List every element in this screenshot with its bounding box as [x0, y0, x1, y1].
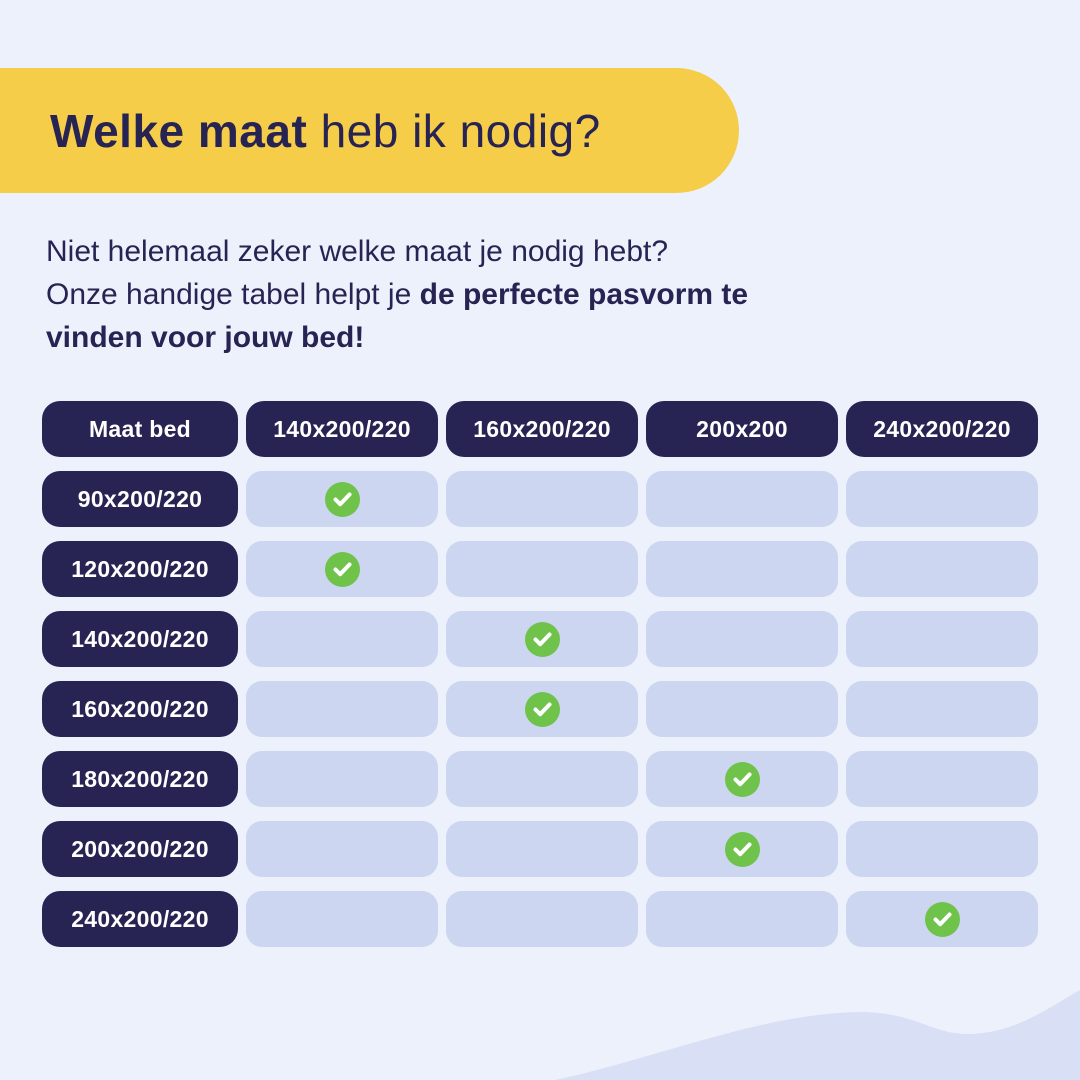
check-icon: [324, 481, 360, 517]
row-label-90x200/220: 90x200/220: [42, 471, 238, 527]
table-cell: [646, 821, 838, 877]
check-icon: [724, 831, 760, 867]
table-header-row: Maat bed 140x200/220 160x200/220 200x200 240…: [42, 401, 1038, 457]
check-icon: [924, 901, 960, 937]
table-cell: [846, 891, 1038, 947]
table-row: 160x200/220: [42, 681, 1038, 737]
table-row: 140x200/220: [42, 611, 1038, 667]
check-icon: [724, 761, 760, 797]
table-row: 200x200/220: [42, 821, 1038, 877]
table-cell: [646, 751, 838, 807]
intro-paragraph: Niet helemaal zeker welke maat je nodig …: [46, 230, 926, 359]
table-cell: [246, 821, 438, 877]
check-icon: [324, 551, 360, 587]
column-header-240x200/220: 240x200/220: [846, 401, 1038, 457]
table-cell: [446, 681, 638, 737]
check-icon: [524, 621, 560, 657]
table-cell: [246, 471, 438, 527]
table-cell: [446, 541, 638, 597]
table-cell: [246, 541, 438, 597]
column-header-maat-bed: Maat bed: [42, 401, 238, 457]
table-cell: [246, 681, 438, 737]
table-cell: [846, 611, 1038, 667]
table-cell: [446, 471, 638, 527]
row-label-140x200/220: 140x200/220: [42, 611, 238, 667]
page-title-regular: heb ik nodig?: [320, 104, 601, 157]
title-banner: Welke maat heb ik nodig?: [0, 68, 739, 193]
table-cell: [646, 471, 838, 527]
table-row: 240x200/220: [42, 891, 1038, 947]
table-row: 120x200/220: [42, 541, 1038, 597]
row-label-240x200/220: 240x200/220: [42, 891, 238, 947]
table-cell: [846, 821, 1038, 877]
check-icon: [524, 691, 560, 727]
table-cell: [846, 541, 1038, 597]
table-cell: [846, 681, 1038, 737]
bottom-wave-decoration: [555, 990, 1080, 1080]
intro-line2-bold: de perfecte pasvorm te: [419, 278, 749, 311]
row-label-180x200/220: 180x200/220: [42, 751, 238, 807]
table-cell: [646, 681, 838, 737]
intro-text: Niet helemaal zeker welke maat je nodig …: [46, 230, 926, 359]
intro-line2-regular: Onze handige tabel helpt je: [46, 278, 412, 311]
table-cell: [646, 541, 838, 597]
row-label-160x200/220: 160x200/220: [42, 681, 238, 737]
column-header-200x200: 200x200: [646, 401, 838, 457]
table-row: 180x200/220: [42, 751, 1038, 807]
table-cell: [246, 611, 438, 667]
size-compatibility-table: Maat bed 140x200/220 160x200/220 200x200 240…: [42, 401, 1038, 961]
table-cell: [246, 751, 438, 807]
table-cell: [246, 891, 438, 947]
table-cell: [446, 751, 638, 807]
table-cell: [846, 471, 1038, 527]
table-cell: [646, 891, 838, 947]
intro-line1: Niet helemaal zeker welke maat je nodig …: [46, 235, 669, 268]
table-row: 90x200/220: [42, 471, 1038, 527]
table-cell: [446, 611, 638, 667]
row-label-200x200/220: 200x200/220: [42, 821, 238, 877]
column-header-140x200/220: 140x200/220: [246, 401, 438, 457]
page-title: Welke maat heb ik nodig?: [50, 104, 601, 158]
intro-line3-bold: vinden voor jouw bed!: [46, 321, 365, 354]
table-cell: [446, 821, 638, 877]
table-cell: [646, 611, 838, 667]
page-title-bold: Welke maat: [50, 104, 308, 157]
column-header-160x200/220: 160x200/220: [446, 401, 638, 457]
table-cell: [846, 751, 1038, 807]
table-cell: [446, 891, 638, 947]
row-label-120x200/220: 120x200/220: [42, 541, 238, 597]
